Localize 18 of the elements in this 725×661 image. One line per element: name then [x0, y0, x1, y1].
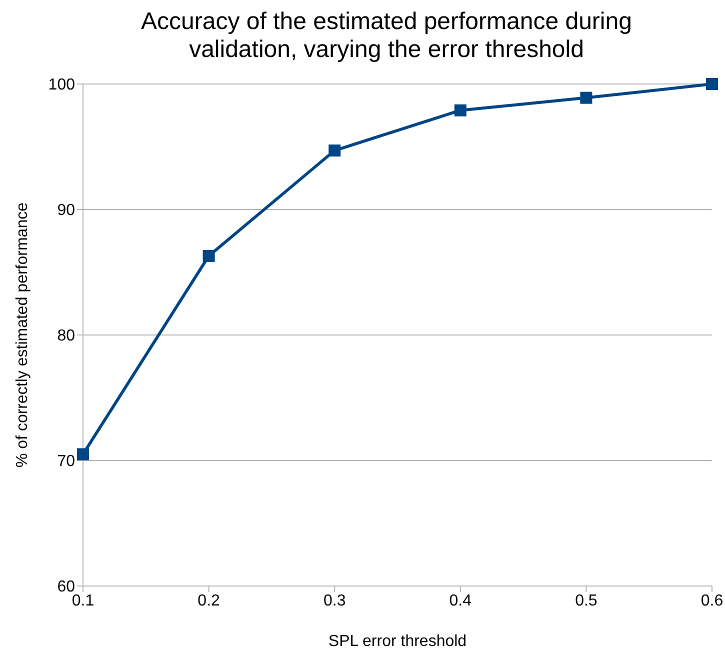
- y-tick-label: 100: [48, 76, 76, 94]
- y-axis-title: % of correctly estimated performance: [14, 202, 32, 468]
- y-tick-label: 70: [57, 453, 76, 470]
- point: [580, 92, 592, 104]
- x-tick-label: 0.6: [700, 592, 724, 610]
- point: [328, 144, 341, 157]
- point: [77, 448, 89, 460]
- point: [706, 78, 718, 90]
- point: [202, 250, 215, 262]
- x-axis-title: SPL error threshold: [328, 633, 467, 650]
- x-tick-label: 0.5: [575, 592, 598, 610]
- x-tick-label: 0.3: [323, 592, 346, 610]
- point: [454, 104, 466, 116]
- x-tick-label: 0.4: [449, 592, 472, 610]
- y-tick-label: 80: [57, 328, 76, 345]
- y-tick-label: 90: [57, 202, 76, 220]
- x-tick-label: 0.2: [198, 592, 220, 610]
- chart-title: Accuracy of the estimated performance during validation, varying the error threshold: [140, 8, 633, 64]
